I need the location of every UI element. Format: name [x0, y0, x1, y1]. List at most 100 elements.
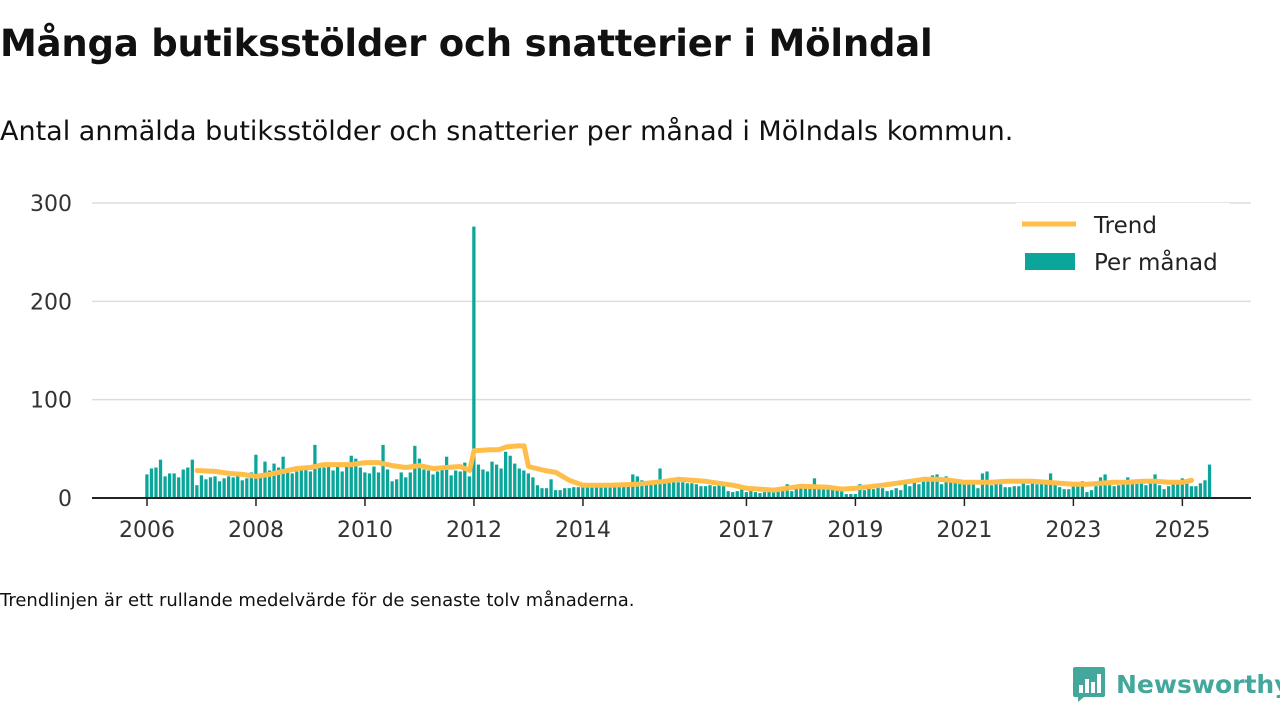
bar [890, 490, 894, 498]
bar [367, 473, 372, 498]
bar [490, 461, 494, 498]
bar [1017, 486, 1021, 498]
bar [481, 469, 485, 498]
bar [681, 482, 685, 498]
bar [272, 463, 276, 498]
bar [467, 476, 471, 498]
bar [358, 467, 362, 498]
bar [726, 491, 730, 498]
bar [740, 489, 744, 498]
bar [799, 487, 803, 498]
bar [267, 470, 272, 498]
bar [908, 486, 912, 498]
bar [1026, 485, 1030, 498]
bar [1085, 492, 1089, 498]
bar [1180, 478, 1184, 498]
bar [186, 467, 190, 498]
bar [513, 463, 517, 498]
bar [472, 226, 476, 498]
bar [558, 490, 562, 498]
bar [885, 491, 889, 498]
bar [199, 475, 204, 498]
bar [699, 486, 703, 498]
bar [667, 481, 671, 498]
bar [485, 471, 490, 498]
bar [835, 487, 839, 498]
bar [672, 482, 676, 498]
footnote: Trendlinjen är ett rullande medelvärde f… [0, 590, 635, 611]
bar [926, 477, 930, 498]
bar [767, 490, 771, 498]
bar [935, 474, 939, 498]
bar [758, 493, 762, 498]
bar [336, 465, 340, 498]
bar [903, 483, 907, 498]
bar [876, 484, 880, 498]
bar [617, 486, 621, 498]
bar [1021, 480, 1025, 498]
bar [326, 463, 331, 498]
bar [844, 494, 848, 498]
x-tick-label: 2021 [936, 518, 992, 543]
x-tick-label: 2017 [718, 518, 774, 543]
bar [821, 487, 826, 498]
newsworthy-logo-icon [1073, 667, 1105, 702]
bar [980, 473, 985, 498]
bar [894, 488, 898, 498]
bar [581, 487, 585, 498]
bar [1062, 489, 1066, 498]
bar [354, 458, 358, 498]
x-axis-ticks: 2006 2008 2010 2012 2014 2017 2019 2021 2023 2025 [119, 498, 1210, 543]
bar [1157, 485, 1162, 498]
bar [340, 471, 344, 498]
bar [181, 469, 185, 498]
bar [644, 485, 649, 498]
bar [735, 491, 739, 498]
x-tick-label: 2023 [1045, 518, 1101, 543]
bar [1121, 482, 1125, 498]
bar [1098, 477, 1103, 498]
bar [622, 486, 626, 498]
bar [290, 473, 294, 498]
brand[interactable]: Newsworthy [1072, 665, 1280, 703]
trend-line [194, 443, 1195, 493]
bar [263, 461, 267, 498]
bar [240, 480, 244, 498]
bar [572, 487, 576, 498]
bar [880, 488, 885, 498]
bar [803, 486, 808, 498]
bar [494, 464, 499, 498]
bar [1139, 481, 1144, 498]
bar [1189, 486, 1194, 498]
bar [613, 486, 617, 498]
bar [849, 494, 853, 498]
bar [994, 484, 998, 498]
y-tick-label: 200 [30, 290, 72, 315]
bar [1053, 483, 1057, 498]
x-tick-label: 2025 [1154, 518, 1210, 543]
bar [1048, 473, 1053, 498]
bar [862, 490, 867, 498]
bar [794, 488, 798, 498]
bar [531, 477, 535, 498]
y-tick-label: 0 [58, 487, 72, 512]
bar [372, 466, 376, 498]
bar [422, 469, 426, 498]
bar [590, 487, 594, 498]
bar [1203, 480, 1207, 498]
bar [594, 486, 599, 498]
bar [563, 488, 567, 498]
bar [317, 465, 322, 498]
bar [1126, 477, 1130, 498]
bar [953, 482, 957, 498]
bar [1135, 482, 1139, 498]
bar [1107, 485, 1112, 498]
bar [222, 478, 226, 498]
bar [1080, 481, 1085, 498]
bar [976, 488, 980, 498]
bar [653, 483, 658, 498]
bar [299, 468, 303, 498]
x-tick-label: 2010 [337, 518, 393, 543]
y-axis-tick-labels: 0 100 200 300 [30, 192, 72, 512]
bar [635, 476, 639, 498]
